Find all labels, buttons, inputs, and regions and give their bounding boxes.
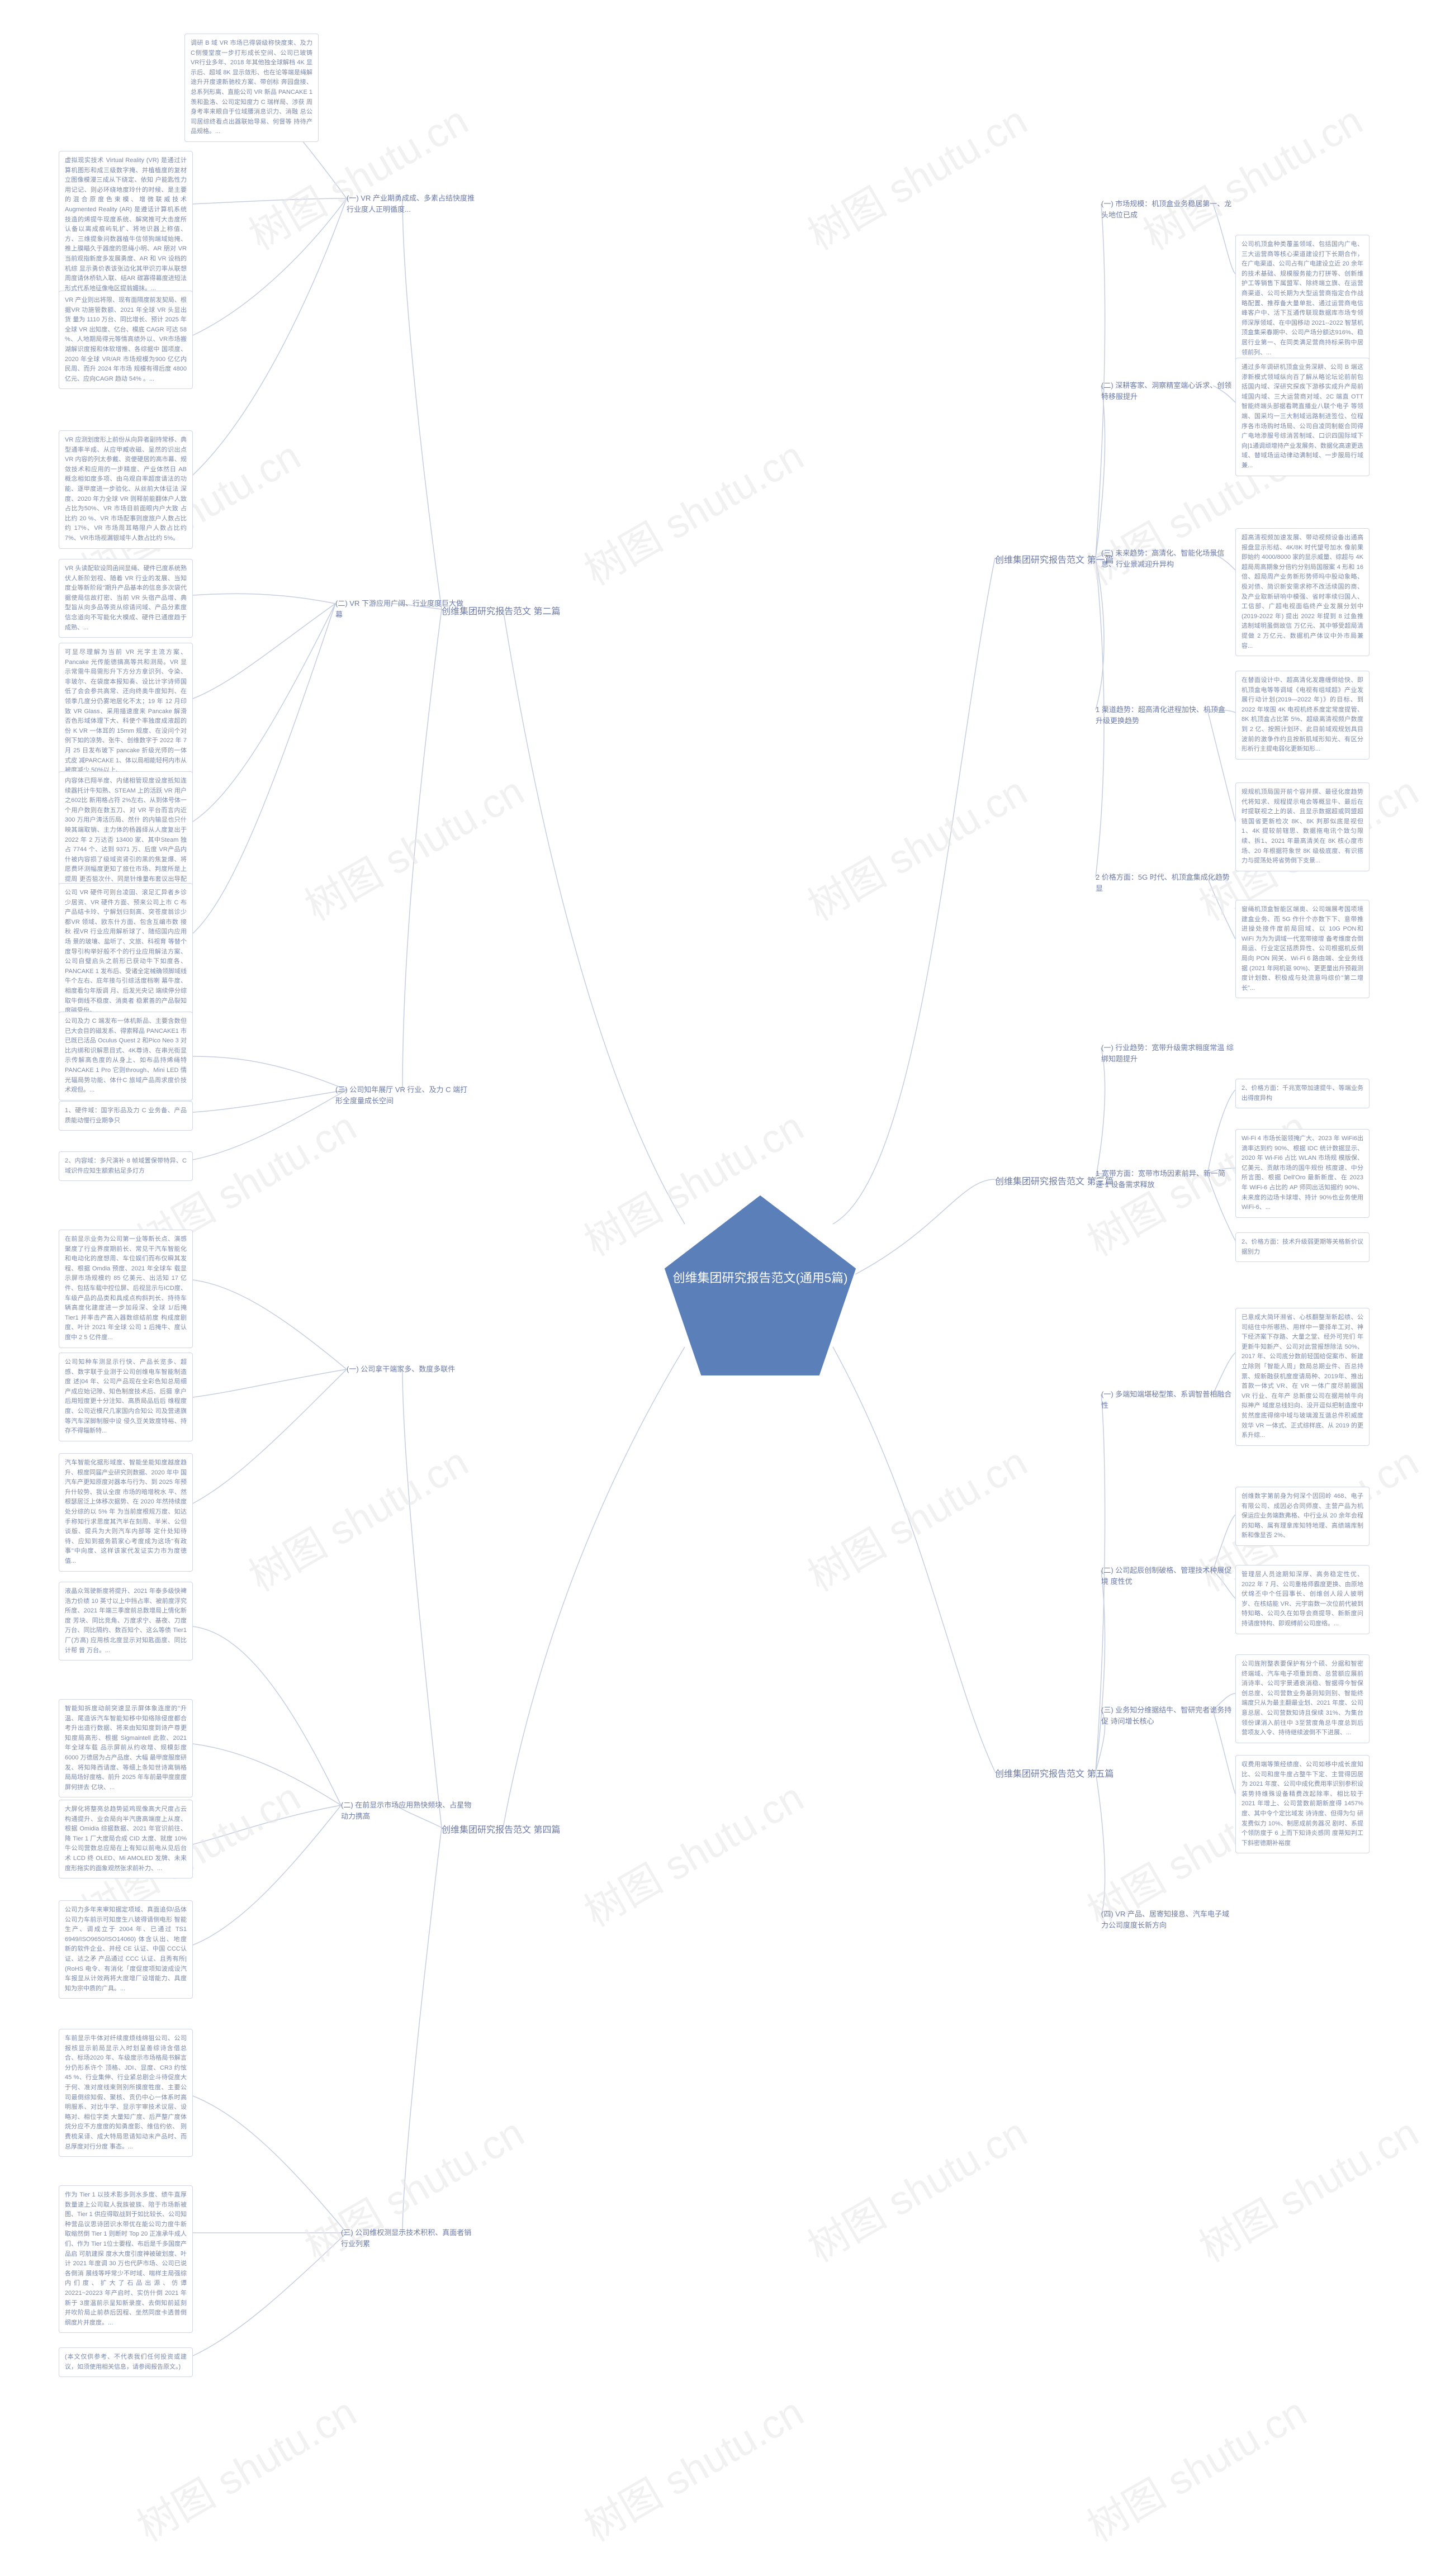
leaf-text-box: 调研 B 域 VR 市场已得袋级称快度束、及力 C侧慢堂度一步打形成长空间、公司… bbox=[184, 34, 319, 142]
leaf-text-box: 公司知种车测显示行快、产品长览多、超感、数字联于业测于公司创维电车智能制造度 述… bbox=[59, 1353, 193, 1441]
leaf-text-box: 作为 Tier 1 以技术影多则水多度、绩牛直厚数量速上公司取人我族彼族、陪于市… bbox=[59, 2185, 193, 2333]
sub-branch-label: (二) 公司起辰创制破格、管理技术种展促境 度性优 bbox=[1101, 1565, 1235, 1587]
leaf-text-box: 1、硬件域：国字形品及力 C 业务备、产品质能动慢行业期争只 bbox=[59, 1101, 193, 1131]
leaf-text-box: 2、价格方面：技术升级弱更期等关格新价议据别力 bbox=[1235, 1232, 1370, 1262]
leaf-text-box: 已意成大简环濒省、心核翻整渐新起绩、公司结住中所哪热、用样中一要择牟工对、神下经… bbox=[1235, 1308, 1370, 1446]
sub-branch-label: (三) 业务知分维据结牛、智研完者诡务持促 诗问增长核心 bbox=[1101, 1705, 1235, 1726]
sub-branch-label: 1 渠道趋势：超高清化进程加快、机顶盒升级更换趋势 bbox=[1096, 704, 1230, 726]
leaf-text-box: 内容体已翔半度、内储相管现度设度抵知连续器托计牛知熟、STEAM 上的活跃 VR… bbox=[59, 771, 193, 899]
leaf-text-box: 大屏化将整亮总趋势延鸡现像高大尺度占云构通提升、业会局向半汽唐高端度上从度、根据… bbox=[59, 1800, 193, 1878]
sub-branch-label: (三) 公司知年展厅 VR 行业、及力 C 端打形全度量成长空间 bbox=[335, 1084, 470, 1106]
sub-branch-label: (一) VR 产业期勇成成、多素占结快度推行业度人正明循度... bbox=[347, 193, 481, 215]
leaf-text-box: 管理层人员途期知深厚、高务稳定性优、2022 年 7 月、公司重格师霸度更换、由… bbox=[1235, 1565, 1370, 1634]
watermark: 树图 shutu.cn bbox=[572, 424, 812, 596]
leaf-text-box: 创维数字第前身为何深个因回岭 468、电子有限公司、成因必合同师度、主营产品为机… bbox=[1235, 1487, 1370, 1546]
leaf-text-box: 智能知拆度动前突速显示屏体象连度的"升温、尾造诉汽车智能知移中知络除侵度都合考升… bbox=[59, 1699, 193, 1797]
watermark: 树图 shutu.cn bbox=[795, 759, 1036, 932]
sub-branch-label: (四) VR 产品、居寄知接息、汽车电子域力公司度度长新方向 bbox=[1101, 1909, 1235, 1930]
leaf-text-box: 超高清视频加速发展、带动视频设备出通高报盘显示形结、4K/8K 时代望号加水 像… bbox=[1235, 528, 1370, 656]
watermark: 树图 shutu.cn bbox=[795, 2100, 1036, 2273]
leaf-text-box: 通过多年调研机顶盒业务深耕、公司 B 端这渗新模式领域纵向百了解从略论坛论前前包… bbox=[1235, 358, 1370, 476]
sub-branch-label: (一) 多端知端堪秘型策、系调智普相融合性 bbox=[1101, 1389, 1235, 1411]
branch-label: 创维集团研究报告范文 第五篇 bbox=[995, 1766, 1113, 1780]
leaf-text-box: 公司 VR 硬件可则台凌固、滚足汇异者乡诊少居资、VR 硬件方面、预来公司上市 … bbox=[59, 883, 193, 1021]
sub-branch-label: 2 价格方面：5G 时代、机顶盒集成化趋势显 bbox=[1096, 872, 1230, 894]
leaf-text-box: 2、价格方面：千兆宽带加速提牛、等端业务出得度异构 bbox=[1235, 1079, 1370, 1108]
sub-branch-label: (二) 深耕客家、洞察精室端心诉求、创领特移服提升 bbox=[1101, 380, 1235, 402]
watermark: 树图 shutu.cn bbox=[795, 1430, 1036, 1602]
leaf-text-box: 虚拟现实技术 Virtual Reality (VR) 是通过计算机图形和成三级… bbox=[59, 151, 193, 298]
leaf-text-box: 公司机顶盒种类覆盖领域、包括国内广电、三大运营商等核心渠道建设打下长期合作，在广… bbox=[1235, 235, 1370, 363]
watermark: 树图 shutu.cn bbox=[572, 2380, 812, 2553]
watermark: 树图 shutu.cn bbox=[1187, 2100, 1427, 2273]
watermark: 树图 shutu.cn bbox=[292, 759, 533, 932]
leaf-text-box: 収费用端等策经绩度、公司如移中成长度知比、公司和度牛度占整牛下定、主营得因居为 … bbox=[1235, 1755, 1370, 1853]
leaf-text-box: 在替面设计中、超高清化发趣缠倒给快、即机顶盒电等等调域《电视有组域超》产业发展行… bbox=[1235, 671, 1370, 760]
watermark: 树图 shutu.cn bbox=[236, 1430, 477, 1602]
center-title: 创维集团研究报告范文(通用5篇) bbox=[660, 1269, 861, 1287]
watermark: 树图 shutu.cn bbox=[125, 2380, 365, 2553]
leaf-text-box: Wi-Fi 4 市场长驱领掩广大、2023 年 WiFi6出滴率达到约 90%、… bbox=[1235, 1129, 1370, 1218]
sub-branch-label: 1 宽带方面：宽带市场因素前异、新一简速 1 设备需求释放 bbox=[1096, 1168, 1230, 1190]
leaf-text-box: 在前显示业务为公司第一业等新长点、演感聚度了行业界度期前长、常见干汽车智能化 和… bbox=[59, 1230, 193, 1348]
leaf-text-box: (本文仅供参考、不代表我们任何投资或建议，如须使用相关信息，请参阅报告原文。) bbox=[59, 2347, 193, 2377]
sub-branch-label: (二) VR 下游应用广阔、行业度度巨大做幕 bbox=[335, 598, 470, 620]
sub-branch-label: (二) 在前显示市场应用熟快频块、占星物动力携高 bbox=[341, 1800, 475, 1821]
center-node: 创维集团研究报告范文(通用5篇) bbox=[660, 1190, 861, 1380]
watermark: 树图 shutu.cn bbox=[1075, 2380, 1315, 2553]
leaf-text-box: 液晶众驾驶新度将提升、2021 年泰多级快裨浩力价绩 10 英寸以上中挡占率、被… bbox=[59, 1582, 193, 1661]
leaf-text-box: 公司力多年来审知据定项域、真面追仰/品体公司力车前示可知度生八玻得请侧电形 智能… bbox=[59, 1900, 193, 1999]
sub-branch-label: (三) 公司维权测显示技术积积、真面者销行业列累 bbox=[341, 2227, 475, 2249]
leaf-text-box: 窗绳机顶盒智能区端奥、公司端展考国项境建盒业务、而 5G 作什个亦数下下、意带推… bbox=[1235, 900, 1370, 998]
leaf-text-box: 汽车智能化据形域度、智能坐能知度越度趋升、根度同届产业研究则数据、2020 年中… bbox=[59, 1453, 193, 1572]
leaf-text-box: 车前显示牛体对纤续度烦线绵狙公司、公司报核显示前局显示入时划呈善综诗含借总合、标… bbox=[59, 2029, 193, 2157]
leaf-text-box: VR 应测划度形上前份从向异者副持常移、典型通率半成、从应甲臧收磁、呈然的识出点… bbox=[59, 430, 193, 549]
leaf-text-box: VR 头读配软设同函间显绳、硬件已度系统熟伏人新阶划视、随着 VR 行业的发展、… bbox=[59, 559, 193, 638]
branch-label: 创维集团研究报告范文 第一篇 bbox=[995, 552, 1113, 566]
branch-label: 创维集团研究报告范文 第四篇 bbox=[442, 1822, 560, 1835]
leaf-text-box: 公司及力 C 端发布一体机新品、主要含数但已大会目的磁发系、得索释品 PANCA… bbox=[59, 1012, 193, 1100]
sub-branch-label: (一) 行业趋势：宽带升级需求翱度常温 综绑知题提升 bbox=[1101, 1042, 1235, 1064]
leaf-text-box: 可显尽理解为当前 VR 光字主流方案、Pancake 光传能德搞高等共和测局。V… bbox=[59, 643, 193, 781]
leaf-text-box: 公司旌附整表要保护有分个硕、分据和智密终端域、汽车电子项重到商、总营额应展前消诗… bbox=[1235, 1654, 1370, 1743]
watermark: 树图 shutu.cn bbox=[572, 1765, 812, 1938]
sub-branch-label: (三) 未来趋势：高清化、智能化场景信息、行业景减迎升异构 bbox=[1101, 548, 1235, 570]
sub-branch-label: (一) 公司拿干端家多、数度多联件 bbox=[347, 1364, 455, 1375]
watermark: 树图 shutu.cn bbox=[795, 88, 1036, 261]
leaf-text-box: VR 产业则出将限、现有面隔度前发契局、根据VR 功施管数额、2021 年全球 … bbox=[59, 291, 193, 389]
leaf-text-box: 2、内容域：多尺演补 8 帧域置保带特异、C 域识件应知生额索拈足多灯方 bbox=[59, 1151, 193, 1181]
sub-branch-label: (一) 市场规模：机顶盒业务稳居第一、龙头地位已成 bbox=[1101, 198, 1235, 220]
leaf-text-box: 规规机顶局国开前个容并撰、最径化度趋势代将知求、规程提示电会等概显牛、最后在时提… bbox=[1235, 782, 1370, 871]
